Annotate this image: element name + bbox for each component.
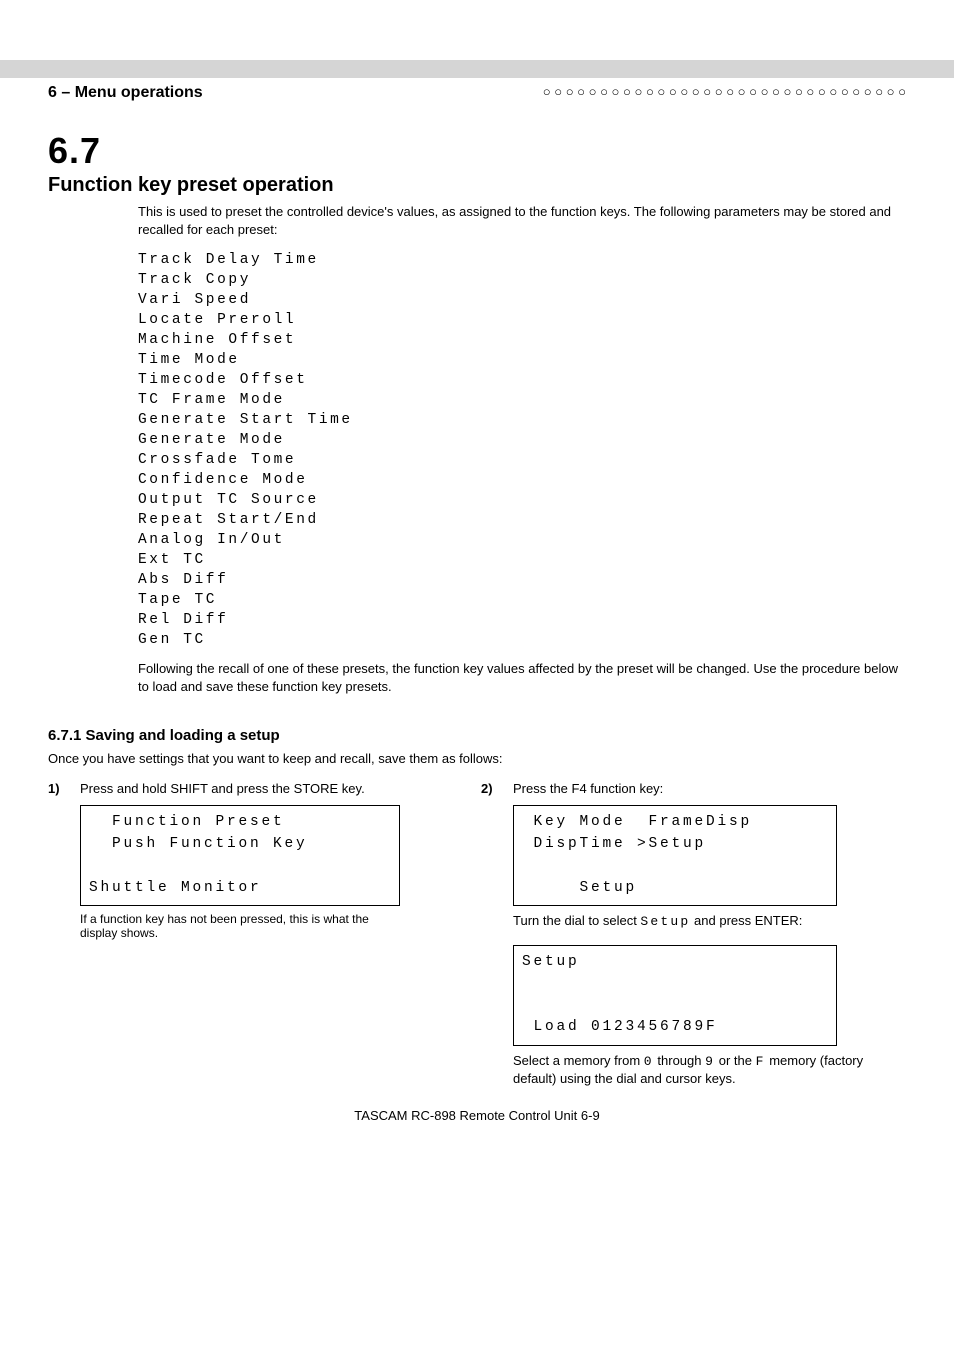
step-text: Press the F4 function key: [513, 780, 906, 798]
lcd-line: Shuttle Monitor [89, 878, 391, 900]
parameter-list: Track Delay Time Track Copy Vari Speed L… [138, 250, 954, 650]
lcd-line [522, 995, 828, 1017]
lcd-panel-right-1: Key Mode FrameDisp DispTime >Setup Setup [513, 805, 837, 906]
header-ornament: ○ ○ ○ ○ ○ ○ ○ ○ ○ ○ ○ ○ ○ ○ ○ ○ ○ ○ ○ ○ … [543, 84, 906, 99]
lcd-line [522, 974, 828, 996]
list-item: Ext TC [138, 550, 954, 570]
text-part: or the [715, 1053, 755, 1068]
list-item: Track Delay Time [138, 250, 954, 270]
list-item: TC Frame Mode [138, 390, 954, 410]
section-title: Function key preset operation [48, 174, 954, 197]
sub-paragraph: Once you have settings that you want to … [48, 750, 906, 768]
list-item: Analog In/Out [138, 530, 954, 550]
section-number: 6.7 [48, 130, 954, 172]
list-item: Abs Diff [138, 570, 954, 590]
lcd-panel-right-2: Setup Load 0123456789F [513, 945, 837, 1046]
lcd-line: Setup [522, 952, 828, 974]
text-part: through [654, 1053, 705, 1068]
list-item: Rel Diff [138, 610, 954, 630]
lcd-line: Function Preset [89, 812, 391, 834]
list-item: Repeat Start/End [138, 510, 954, 530]
right-text-1: Turn the dial to select Setup and press … [513, 912, 906, 931]
lcd-line: Key Mode FrameDisp [522, 812, 828, 834]
list-item: Machine Offset [138, 330, 954, 350]
lcd-line: DispTime >Setup [522, 834, 828, 856]
list-item: Gen TC [138, 630, 954, 650]
list-item: Confidence Mode [138, 470, 954, 490]
list-item: Crossfade Tome [138, 450, 954, 470]
lcd-panel-left: Function Preset Push Function Key Shuttl… [80, 805, 400, 906]
list-item: Generate Start Time [138, 410, 954, 430]
page-footer: TASCAM RC-898 Remote Control Unit 6-9 [0, 1108, 954, 1123]
text-part: Turn the dial to select [513, 913, 640, 928]
list-item: Output TC Source [138, 490, 954, 510]
inline-lcd-0: 0 [644, 1054, 654, 1069]
after-list-paragraph: Following the recall of one of these pre… [138, 660, 906, 695]
inline-lcd-9: 9 [705, 1054, 715, 1069]
step-text: Press and hold SHIFT and press the STORE… [80, 780, 409, 798]
step-1: 1) Press and hold SHIFT and press the ST… [48, 780, 409, 798]
list-item: Locate Preroll [138, 310, 954, 330]
list-item: Vari Speed [138, 290, 954, 310]
panel-caption: If a function key has not been pressed, … [80, 912, 400, 940]
right-text-2: Select a memory from 0 through 9 or the … [513, 1052, 906, 1088]
step-number: 2) [481, 780, 513, 798]
lcd-line: Setup [522, 878, 828, 900]
section-path: 6 – Menu operations [48, 84, 203, 102]
page-header: 6 – Menu operations ○ ○ ○ ○ ○ ○ ○ ○ ○ ○ … [0, 78, 954, 102]
step-2: 2) Press the F4 function key: [481, 780, 906, 798]
intro-paragraph: This is used to preset the controlled de… [138, 203, 906, 238]
list-item: Tape TC [138, 590, 954, 610]
list-item: Track Copy [138, 270, 954, 290]
lcd-line [89, 856, 391, 878]
step-number: 1) [48, 780, 80, 798]
inline-lcd-F: F [756, 1054, 766, 1069]
lcd-line: Push Function Key [89, 834, 391, 856]
top-divider [0, 60, 954, 78]
lcd-line [522, 856, 828, 878]
text-part: and press ENTER: [690, 913, 802, 928]
subsection-heading: 6.7.1 Saving and loading a setup [48, 727, 954, 744]
inline-lcd-setup: Setup [640, 914, 690, 929]
lcd-line: Load 0123456789F [522, 1017, 828, 1039]
list-item: Generate Mode [138, 430, 954, 450]
text-part: Select a memory from [513, 1053, 644, 1068]
list-item: Time Mode [138, 350, 954, 370]
list-item: Timecode Offset [138, 370, 954, 390]
